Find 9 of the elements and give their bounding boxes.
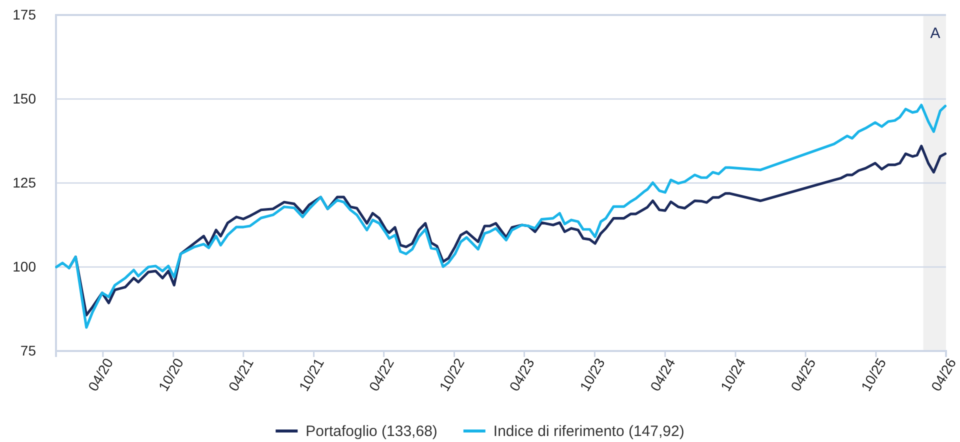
- legend-label: Portafoglio (133,68): [306, 423, 438, 440]
- band-label: A: [930, 25, 940, 42]
- y-tick-label: 75: [20, 342, 36, 358]
- y-tick-label: 125: [12, 174, 36, 190]
- y-tick-label: 175: [12, 6, 36, 22]
- y-tick-label: 150: [12, 90, 36, 106]
- y-tick-label: 100: [12, 258, 36, 274]
- legend-label: Indice di riferimento (147,92): [493, 423, 684, 440]
- line-series: [55, 104, 947, 329]
